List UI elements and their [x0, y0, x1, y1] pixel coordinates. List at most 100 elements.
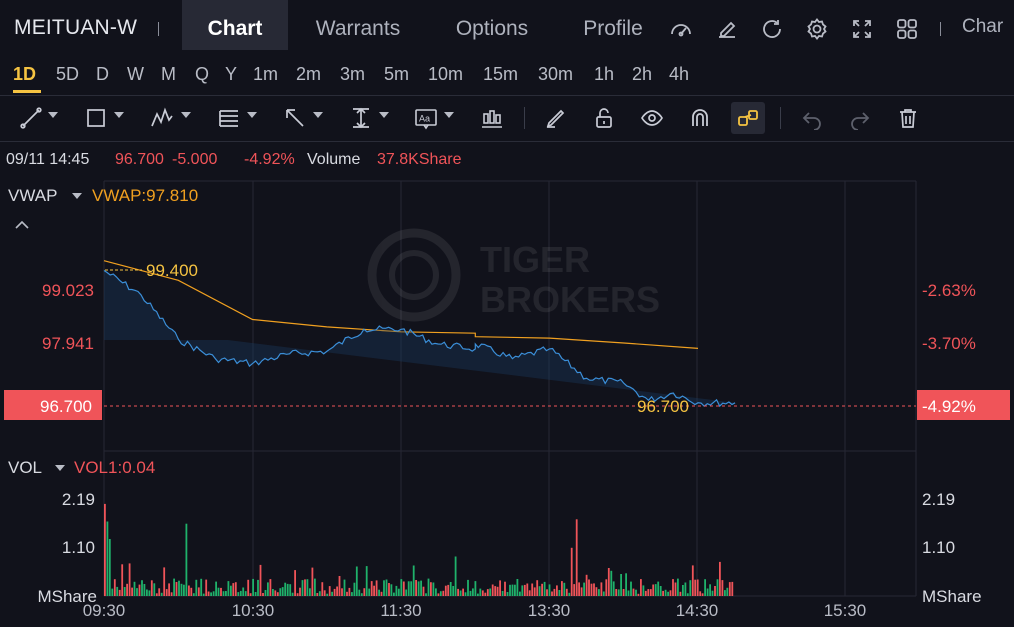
period-w[interactable]: W [127, 64, 144, 84]
grid-layout-icon[interactable] [895, 17, 919, 41]
line-tool-icon[interactable] [19, 106, 43, 130]
period-3m[interactable]: 3m [340, 64, 366, 84]
y-tick-right: -3.70% [922, 334, 976, 353]
volume-bar [462, 588, 464, 596]
volume-bar [570, 547, 573, 596]
speedometer-icon[interactable] [669, 17, 693, 41]
divider [780, 107, 781, 129]
measure-tool-icon[interactable] [349, 106, 373, 130]
chevron-down-icon[interactable] [114, 112, 124, 118]
volume-bar [620, 574, 622, 596]
tab-warrants[interactable]: Warrants [315, 17, 401, 40]
fullscreen-icon[interactable] [850, 17, 874, 41]
period-y[interactable]: Y [225, 64, 238, 84]
period-5d[interactable]: 5D [56, 64, 80, 84]
period-q[interactable]: Q [195, 64, 210, 84]
period-15m[interactable]: 15m [483, 64, 519, 84]
volume-bar [635, 589, 637, 596]
volume-bar [383, 580, 385, 596]
volume-bar [511, 584, 514, 596]
volume-bar [652, 584, 655, 596]
trash-icon[interactable] [896, 106, 920, 130]
gear-icon[interactable] [805, 17, 829, 41]
volume-bar [565, 588, 568, 596]
chevron-down-icon[interactable] [379, 112, 389, 118]
chevron-down-icon[interactable] [55, 465, 65, 471]
volume-bar [405, 589, 408, 596]
refresh-icon[interactable] [760, 17, 784, 41]
link-tool-active-bg [731, 102, 765, 134]
chevron-down-icon[interactable] [72, 193, 82, 199]
volume-bar [272, 589, 274, 596]
volume-bar [363, 588, 366, 596]
edit-icon[interactable] [715, 17, 739, 41]
period-1d[interactable]: 1D [13, 64, 37, 84]
chevron-down-icon[interactable] [313, 112, 323, 118]
volume-bar [202, 593, 205, 596]
price-tag-right [917, 390, 1010, 420]
chevron-down-icon[interactable] [247, 112, 257, 118]
period-1m[interactable]: 1m [253, 64, 279, 84]
redo-icon[interactable] [848, 106, 872, 130]
stock-symbol: MEITUAN-W [14, 16, 138, 39]
volume-bar [452, 586, 455, 596]
volume-bar [467, 579, 469, 596]
tab-chart[interactable]: Chart [182, 0, 288, 50]
price-area [104, 270, 736, 407]
eye-icon[interactable] [640, 106, 664, 130]
unlock-icon[interactable] [592, 106, 616, 130]
vwap-indicator-name[interactable]: VWAP [8, 186, 58, 205]
undo-icon[interactable] [800, 106, 824, 130]
period-10m[interactable]: 10m [428, 64, 464, 84]
volume-bar [536, 580, 539, 596]
volume-bar [286, 583, 289, 596]
candlestick-tool-icon[interactable] [480, 106, 504, 130]
volume-bar [674, 582, 677, 596]
volume-bar [677, 578, 679, 596]
volume-bar [375, 580, 378, 596]
tab-profile[interactable]: Profile [583, 17, 643, 40]
last-price-label: 96.700 [637, 397, 689, 416]
rectangle-tool-icon[interactable] [84, 106, 108, 130]
link-icon[interactable] [736, 106, 760, 130]
chevron-up-icon[interactable] [14, 219, 30, 231]
volume-bar [192, 593, 195, 596]
pattern-tool-icon[interactable] [150, 106, 174, 130]
volume-bar [222, 591, 225, 596]
volume-bar [728, 582, 731, 596]
volume-bar [205, 579, 208, 596]
chevron-down-icon[interactable] [444, 112, 454, 118]
magnet-icon[interactable] [688, 106, 712, 130]
vwap-line [103, 260, 699, 349]
period-1h[interactable]: 1h [594, 64, 615, 84]
truncated-tab[interactable]: Char [962, 16, 1004, 37]
arrow-tool-icon[interactable] [283, 106, 307, 130]
fibonacci-tool-icon[interactable] [217, 106, 241, 130]
period-m[interactable]: M [161, 64, 176, 84]
pen-tool-icon[interactable] [544, 106, 568, 130]
quote-volume: 37.8KShare [377, 151, 462, 168]
volume-bar [711, 590, 714, 596]
tab-options[interactable]: Options [455, 17, 529, 40]
volume-bar [412, 565, 415, 596]
volume-bar [126, 583, 128, 596]
volume-bar [719, 561, 721, 596]
period-4h[interactable]: 4h [669, 64, 690, 84]
period-d[interactable]: D [96, 64, 109, 84]
vol-indicator-name[interactable]: VOL [8, 458, 43, 477]
chevron-down-icon[interactable] [181, 112, 191, 118]
volume-bar [706, 588, 709, 596]
chevron-down-icon[interactable] [48, 112, 58, 118]
volume-bar [546, 589, 548, 596]
text-tool-icon[interactable]: Aa [414, 106, 438, 130]
volume-bar [323, 590, 326, 596]
volume-bar [328, 586, 331, 596]
volume-bar [714, 586, 716, 596]
period-2m[interactable]: 2m [296, 64, 322, 84]
period-2h[interactable]: 2h [632, 64, 653, 84]
period-5m[interactable]: 5m [384, 64, 410, 84]
price-tag-left-text: 96.700 [40, 397, 92, 416]
volume-bar [625, 573, 627, 596]
period-30m[interactable]: 30m [538, 64, 574, 84]
